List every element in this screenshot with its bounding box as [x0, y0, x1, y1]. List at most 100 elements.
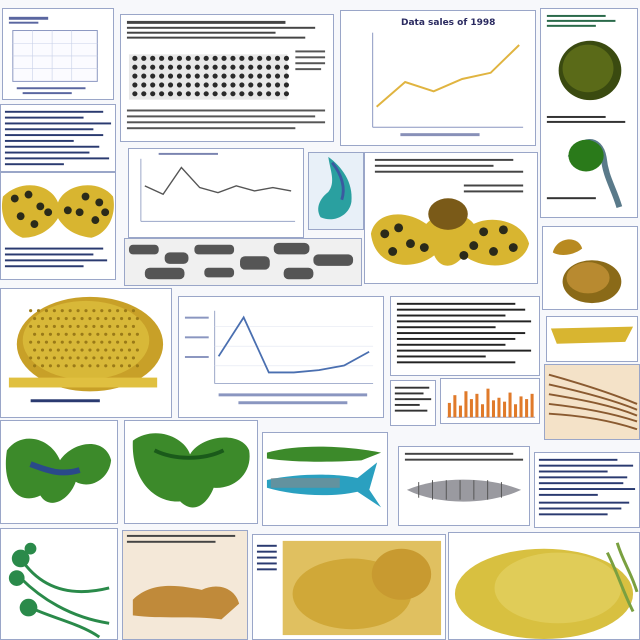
chart-title: Data sales of 1998 [401, 18, 496, 28]
thumbnail-green-molecule-right[interactable] [124, 420, 258, 524]
spot [80, 332, 84, 336]
spot [248, 55, 254, 61]
spot [120, 316, 124, 321]
spot [52, 340, 56, 344]
spot [194, 91, 200, 97]
spot [159, 82, 165, 88]
bar [475, 393, 479, 418]
spot [239, 55, 245, 61]
thumbnail-spotted-butterfly-right[interactable] [364, 152, 538, 284]
spot [203, 55, 209, 61]
thumbnail-yellow-sponge-large[interactable] [448, 532, 640, 640]
spot [239, 64, 245, 70]
spot [167, 82, 174, 88]
spot [84, 324, 88, 328]
spot [80, 316, 84, 321]
thumbnail-fish-diagram[interactable] [262, 432, 388, 526]
spot [459, 250, 469, 260]
thumbnail-grey-texture[interactable] [124, 238, 362, 286]
series-line [217, 315, 370, 374]
spot [104, 332, 108, 336]
spot [123, 309, 128, 313]
spot [112, 364, 116, 368]
spot [81, 192, 90, 201]
thumbnail-text-list[interactable] [390, 296, 540, 376]
spot [479, 227, 489, 237]
spot [167, 55, 174, 61]
sponge-cluster-graphic [256, 540, 442, 636]
spot [221, 82, 227, 88]
spot [91, 216, 100, 225]
thumbnail-spotted-butterfly-left[interactable] [0, 172, 116, 280]
thumbnail-small-text[interactable] [390, 380, 436, 426]
blue-chart-svg [184, 310, 374, 405]
spot [29, 356, 33, 360]
spot [33, 364, 37, 368]
spot [135, 364, 139, 368]
spot [48, 332, 53, 336]
spot [141, 73, 147, 79]
thumbnail-text-table-page[interactable] [120, 14, 334, 142]
spot [72, 332, 76, 336]
spot [76, 356, 80, 360]
spot [212, 82, 218, 88]
thumbnail-gold-sphere[interactable] [542, 226, 638, 310]
spot [230, 82, 236, 88]
thumbnail-blue-line-chart[interactable] [178, 296, 384, 418]
yellow-sponge-graphic [454, 542, 639, 639]
spot [52, 324, 56, 328]
thumbnail-teal-organ[interactable] [308, 152, 364, 230]
spot [33, 316, 37, 321]
spot [248, 64, 254, 70]
spot [116, 309, 120, 313]
thumbnail-green-plant[interactable] [0, 528, 118, 640]
spot [44, 309, 49, 313]
spot [274, 73, 281, 79]
spot [68, 356, 72, 360]
spot [141, 64, 147, 70]
spot [108, 324, 112, 328]
spot [257, 91, 263, 97]
bar [519, 396, 523, 418]
spot [150, 82, 156, 88]
thumbnail-cell-diagram[interactable] [540, 8, 638, 218]
spot [104, 348, 108, 352]
thumbnail-sponge-specimen[interactable] [0, 288, 172, 418]
thumbnail-grey-line-chart[interactable] [128, 148, 304, 238]
thumbnail-small-line-chart[interactable] [2, 8, 114, 100]
spot [167, 91, 174, 97]
spot [120, 348, 124, 352]
spot [257, 55, 263, 61]
spot [52, 356, 56, 360]
spot [132, 64, 138, 70]
thumbnail-sponge-cluster[interactable] [252, 534, 446, 640]
thumbnail-gill-specimen[interactable] [544, 364, 640, 440]
spot [40, 364, 45, 368]
skeleton-graphic [404, 452, 524, 502]
spot [60, 340, 64, 344]
thumbnail-sales-line-chart[interactable]: Data sales of 1998 [340, 10, 536, 146]
spot [63, 206, 72, 215]
thumbnail-text-notes[interactable] [534, 452, 640, 528]
text-lines [4, 110, 112, 166]
thumbnail-skeleton-diagram[interactable] [398, 446, 530, 526]
thumbnail-coral-photo[interactable] [122, 530, 248, 640]
coral-graphic [126, 534, 240, 620]
spot [64, 364, 68, 368]
thumbnail-green-molecule-left[interactable] [0, 420, 118, 524]
spot [100, 324, 104, 328]
spot [469, 241, 479, 251]
spot [176, 55, 183, 61]
series-line [144, 166, 292, 196]
thumbnail-text-block[interactable] [0, 104, 116, 172]
spot [167, 64, 174, 70]
spot [230, 55, 236, 61]
spot [176, 82, 183, 88]
spot [56, 348, 60, 352]
spot [132, 55, 138, 61]
thumbnail-gold-strip[interactable] [546, 316, 638, 362]
thumbnail-bar-chart[interactable] [440, 378, 540, 424]
spot [56, 316, 60, 321]
spot [131, 309, 136, 313]
spot [283, 64, 290, 70]
